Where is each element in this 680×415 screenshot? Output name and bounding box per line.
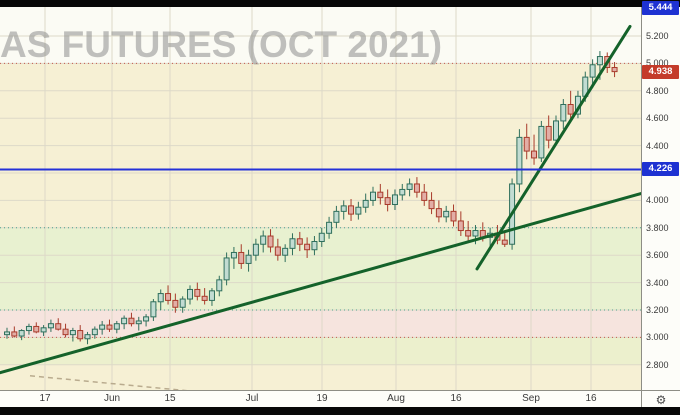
bottom-bar	[0, 407, 680, 415]
time-label: 17	[39, 393, 51, 404]
time-label: Aug	[387, 393, 405, 404]
price-tick: 3.000	[646, 332, 669, 343]
price-tick: 2.800	[646, 359, 669, 370]
price-tick: 4.800	[646, 85, 669, 96]
time-label: 19	[316, 393, 328, 404]
upper-level-badge[interactable]: 5.444	[642, 1, 679, 15]
last-price-badge: 4.938	[642, 64, 679, 79]
time-label: 16	[450, 393, 462, 404]
time-label: Jun	[103, 393, 121, 404]
price-tick: 3.400	[646, 277, 669, 288]
price-tick: 4.400	[646, 140, 669, 151]
price-tick: 5.000	[646, 58, 669, 69]
price-tick: 5.200	[646, 31, 669, 41]
time-label: 16	[585, 393, 597, 404]
axis-corner: ⚙	[641, 390, 680, 407]
time-label: 15	[164, 393, 176, 404]
chart-canvas[interactable]	[0, 0, 641, 390]
price-tick: 3.600	[646, 250, 669, 261]
price-tick: 4.000	[646, 195, 669, 206]
price-tick: 3.800	[646, 222, 669, 233]
time-label: Sep	[522, 393, 540, 404]
top-bar	[0, 0, 680, 7]
price-tick: 3.200	[646, 305, 669, 315]
time-axis[interactable]: 17 Jun 15 Jul 19 Aug 16 Sep 16	[0, 390, 641, 407]
settings-icon[interactable]: ⚙	[655, 393, 667, 407]
support-level-badge[interactable]: 4.226	[642, 162, 679, 177]
price-tick: 4.600	[646, 113, 669, 124]
time-label: Jul	[245, 393, 259, 404]
